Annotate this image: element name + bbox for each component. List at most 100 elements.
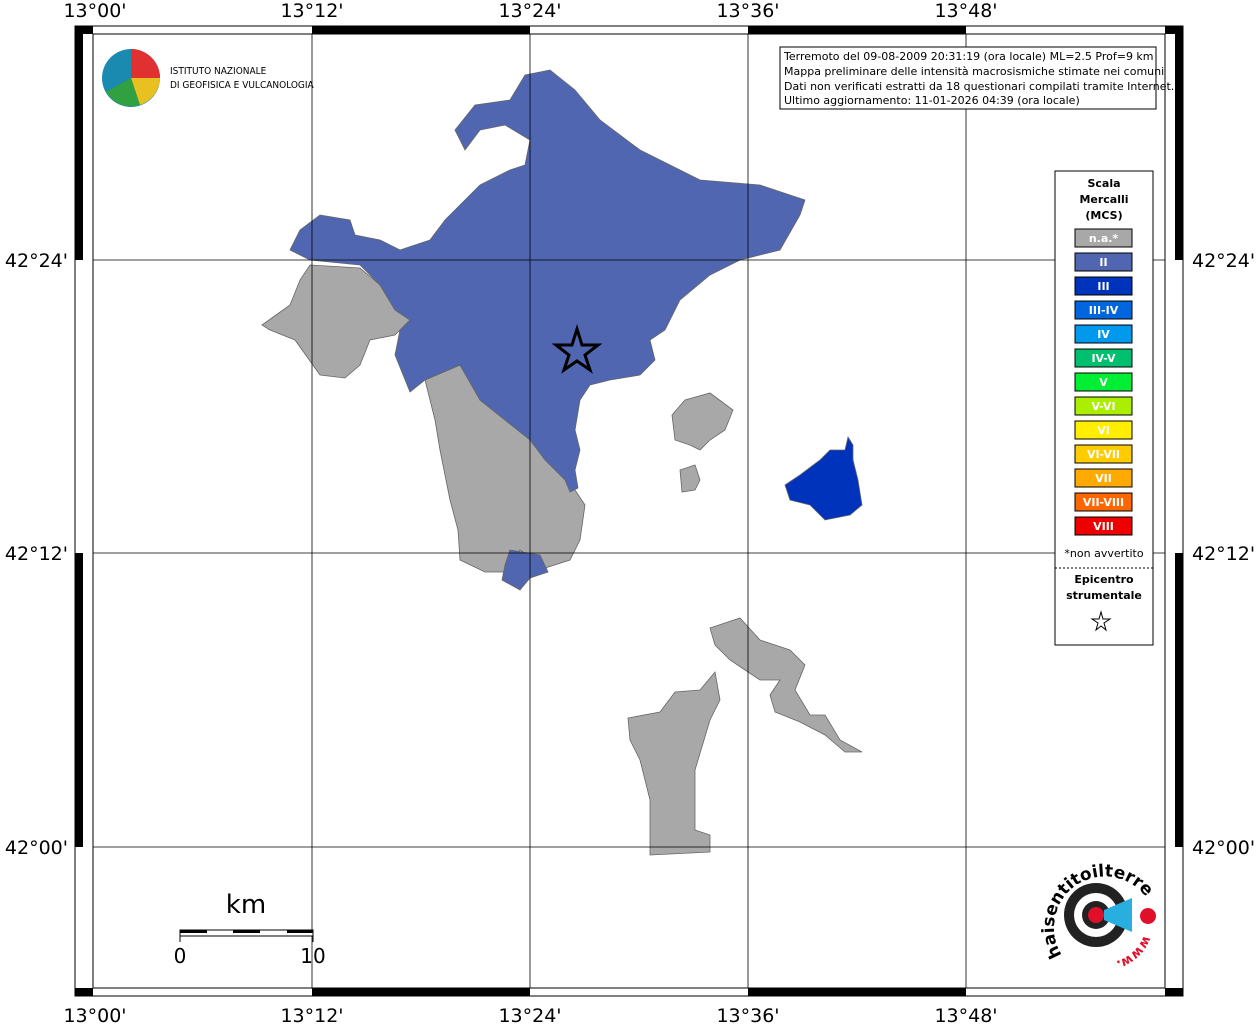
region: [784, 435, 863, 521]
legend-swatch: [1074, 348, 1133, 368]
frame-inner: [92, 33, 1166, 989]
frame-seg: [1165, 988, 1183, 996]
coord-label: 13°12': [280, 0, 343, 22]
legend-epicenter: Epicentro: [1074, 573, 1134, 586]
legend-swatch: [1074, 396, 1133, 416]
region: [671, 392, 734, 451]
coord-label: 13°24': [498, 1005, 561, 1024]
logo-segment: [106, 78, 140, 107]
ingv-logo: ISTITUTO NAZIONALE DI GEOFISICA E VULCAN…: [102, 49, 315, 107]
scale-label: 10: [300, 944, 325, 968]
legend-swatch: [1074, 444, 1133, 464]
info-line: Dati non verificati estratti da 18 quest…: [784, 80, 1174, 93]
legend-label: IV-V: [1091, 352, 1116, 365]
coord-label: 13°36': [716, 1005, 779, 1024]
coord-label: 13°36': [716, 0, 779, 22]
frame-seg: [75, 553, 83, 847]
legend: Scala Mercalli (MCS) *non avvertito Epic…: [1054, 170, 1154, 646]
logo-text: DI GEOFISICA E VULCANOLOGIA: [170, 80, 315, 91]
coord-label: 42°00': [1192, 837, 1255, 859]
legend-label: III: [1097, 280, 1109, 293]
logo-segment: [131, 49, 160, 78]
frame-seg: [1165, 26, 1183, 34]
coord-label: 42°12': [1192, 543, 1255, 565]
logo-cone: [1104, 898, 1132, 932]
logo-q: [1140, 908, 1156, 924]
info-line: Mappa preliminare delle intensità macros…: [784, 65, 1164, 78]
coord-label: 13°48': [934, 0, 997, 22]
coord-label: 42°24': [5, 250, 68, 272]
frame-seg: [312, 26, 530, 34]
logo-dot: [1088, 907, 1104, 923]
coord-label: 13°00': [63, 0, 126, 22]
legend-label: n.a.*: [1089, 232, 1119, 245]
info-line: Ultimo aggiornamento: 11-01-2026 04:39 (…: [784, 94, 1080, 107]
coord-labels: 13°00' 13°12' 13°24' 13°36' 13°48' 13°00…: [5, 0, 1255, 1024]
legend-label: VIII: [1093, 520, 1114, 533]
region: [627, 671, 721, 856]
scale-unit: km: [226, 890, 266, 920]
legend-title: Mercalli: [1079, 193, 1128, 206]
region: [679, 464, 701, 493]
info-line: Terremoto del 09-08-2009 20:31:19 (ora l…: [783, 50, 1154, 63]
logo-segment: [131, 78, 160, 105]
legend-label: VII-VIII: [1083, 496, 1124, 509]
grid: [93, 34, 1165, 988]
logo-www-path: www.: [1114, 933, 1154, 972]
frame-seg: [75, 988, 93, 996]
regions: [261, 69, 863, 856]
frame-seg: [75, 34, 83, 260]
legend-swatch: [1074, 252, 1133, 272]
logo-www: www.: [1114, 933, 1154, 972]
epicenter-star: [551, 323, 603, 374]
frame-seg: [748, 988, 966, 996]
legend-swatch: [1074, 492, 1133, 512]
scale-seg: [287, 930, 313, 933]
legend-label: VI-VII: [1087, 448, 1120, 461]
logo-text: ISTITUTO NAZIONALE: [170, 66, 267, 77]
legend-epicenter: strumentale: [1066, 589, 1142, 602]
info-box: [779, 46, 1157, 110]
scale-seg: [233, 930, 260, 933]
frame-seg: [312, 988, 530, 996]
coord-label: 13°12': [280, 1005, 343, 1024]
coord-label: 13°48': [934, 1005, 997, 1024]
frame-seg: [1175, 553, 1183, 847]
scale-seg: [180, 930, 207, 933]
legend-label: III-IV: [1089, 304, 1119, 317]
frame-seg: [748, 26, 966, 34]
frame-outer: [74, 25, 1184, 997]
legend-title: Scala: [1087, 177, 1120, 190]
legend-swatch: [1074, 516, 1133, 536]
frame: [74, 25, 1184, 997]
legend-note: *non avvertito: [1064, 547, 1143, 560]
frame-seg: [1175, 34, 1183, 260]
legend-label: IV: [1097, 328, 1110, 341]
legend-swatch: [1074, 324, 1133, 344]
legend-swatch: [1074, 372, 1133, 392]
legend-label: V: [1099, 376, 1108, 389]
legend-label: V-VI: [1091, 400, 1115, 413]
region: [289, 69, 806, 493]
region: [709, 617, 863, 753]
legend-label: VII: [1095, 472, 1112, 485]
legend-swatch: [1074, 468, 1133, 488]
legend-label: VI: [1097, 424, 1110, 437]
legend-swatch: [1074, 228, 1133, 248]
coord-label: 42°12': [5, 543, 68, 565]
legend-label: II: [1099, 256, 1107, 269]
scale-bar: km 0 10: [174, 890, 326, 968]
scale-label: 0: [174, 944, 187, 968]
legend-swatch: [1074, 420, 1133, 440]
region: [501, 549, 549, 591]
legend-title: (MCS): [1085, 209, 1122, 222]
coord-label: 42°00': [5, 837, 68, 859]
frame-seg: [75, 26, 93, 34]
legend-star: [1090, 610, 1112, 632]
legend-swatch: [1074, 276, 1133, 296]
coord-label: 13°24': [498, 0, 561, 22]
legend-swatch: [1074, 300, 1133, 320]
